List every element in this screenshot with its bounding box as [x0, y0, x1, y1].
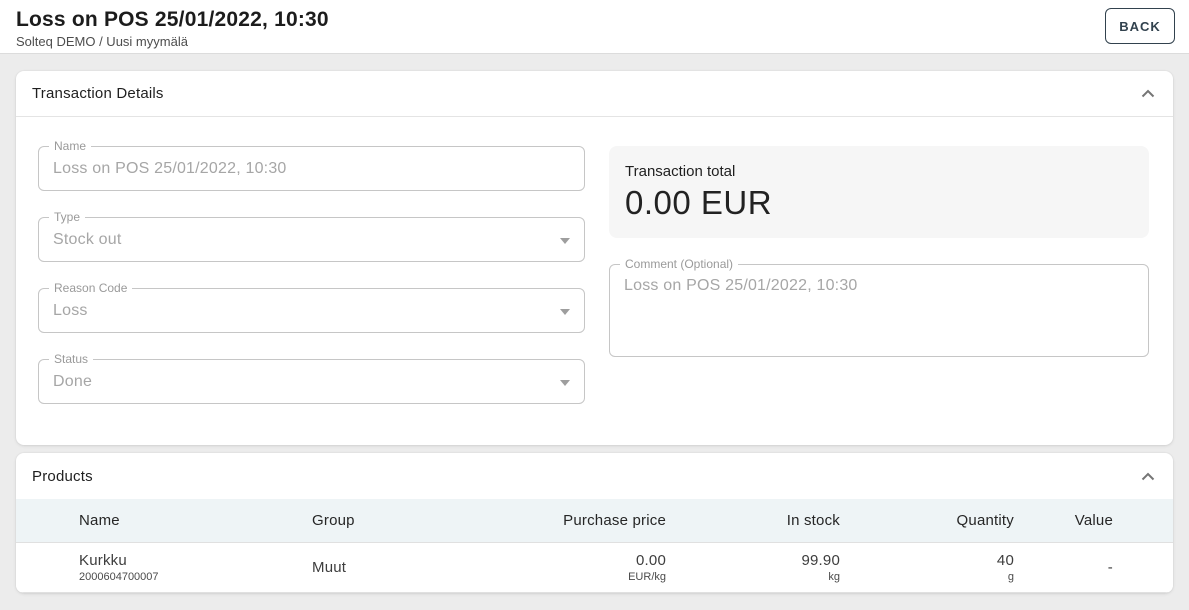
quantity-unit: g	[1007, 571, 1014, 583]
table-row[interactable]: Kurkku 2000604700007 Muut 0.00 EUR/kg 99…	[16, 543, 1173, 593]
product-name-cell: Kurkku 2000604700007	[16, 552, 312, 583]
products-card: Products Name Group Purchase price In st…	[16, 453, 1173, 593]
in-stock-cell: 99.90 kg	[666, 552, 840, 583]
form-fields-column: Name Type Stock out Reason Code Loss Sta…	[38, 139, 585, 404]
chevron-up-icon[interactable]	[1141, 472, 1155, 481]
transaction-total-value: 0.00 EUR	[625, 184, 773, 221]
name-field-label: Name	[49, 139, 92, 153]
product-barcode: 2000604700007	[79, 571, 159, 583]
caret-down-icon	[560, 379, 570, 386]
product-group-cell: Muut	[312, 559, 495, 576]
back-button[interactable]: BACK	[1105, 8, 1175, 44]
transaction-details-header[interactable]: Transaction Details	[16, 71, 1173, 117]
column-header-group: Group	[312, 512, 355, 529]
caret-down-icon	[560, 308, 570, 315]
product-group: Muut	[312, 559, 347, 576]
column-header-purchase-price: Purchase price	[563, 512, 666, 529]
type-select-value: Stock out	[53, 230, 122, 248]
comment-field[interactable]: Comment (Optional) Loss on POS 25/01/202…	[609, 257, 1149, 357]
name-input[interactable]	[53, 159, 570, 178]
quantity-cell: 40 g	[840, 552, 1014, 583]
purchase-price-cell: 0.00 EUR/kg	[495, 552, 666, 583]
comment-textarea[interactable]: Loss on POS 25/01/2022, 10:30	[624, 277, 1134, 344]
status-select-label: Status	[49, 352, 94, 366]
transaction-details-title: Transaction Details	[32, 85, 164, 102]
status-select-value: Done	[53, 372, 93, 390]
page-body: Transaction Details Name Type Stock out …	[0, 54, 1189, 610]
quantity: 40	[996, 552, 1014, 569]
app-header: Loss on POS 25/01/2022, 10:30 Solteq DEM…	[0, 0, 1189, 54]
name-field[interactable]: Name	[38, 139, 585, 191]
transaction-total-box: Transaction total 0.00 EUR	[609, 146, 1149, 238]
column-header-name: Name	[79, 512, 120, 529]
column-header-in-stock: In stock	[786, 512, 840, 529]
page-title: Loss on POS 25/01/2022, 10:30	[16, 8, 329, 31]
in-stock: 99.90	[801, 552, 840, 569]
reason-code-select[interactable]: Reason Code Loss	[38, 281, 585, 333]
value-cell: -	[1014, 559, 1113, 576]
status-select[interactable]: Status Done	[38, 352, 585, 404]
type-select[interactable]: Type Stock out	[38, 210, 585, 262]
column-header-quantity: Quantity	[956, 512, 1014, 529]
reason-code-select-label: Reason Code	[49, 281, 133, 295]
comment-field-label: Comment (Optional)	[620, 257, 739, 271]
products-header[interactable]: Products	[16, 453, 1173, 499]
purchase-price-unit: EUR/kg	[628, 571, 666, 583]
column-header-value: Value	[1074, 512, 1113, 529]
caret-down-icon	[560, 237, 570, 244]
in-stock-unit: kg	[828, 571, 840, 583]
summary-column: Transaction total 0.00 EUR Comment (Opti…	[609, 146, 1149, 404]
transaction-total-label: Transaction total	[625, 163, 736, 180]
product-value: -	[1107, 559, 1113, 576]
chevron-up-icon[interactable]	[1141, 89, 1155, 98]
transaction-details-card: Transaction Details Name Type Stock out …	[16, 71, 1173, 445]
breadcrumb: Solteq DEMO / Uusi myymälä	[16, 34, 188, 49]
type-select-label: Type	[49, 210, 86, 224]
product-name: Kurkku	[79, 552, 127, 569]
products-title: Products	[32, 467, 93, 485]
transaction-details-body: Name Type Stock out Reason Code Loss Sta…	[16, 117, 1173, 445]
purchase-price: 0.00	[636, 552, 666, 569]
products-table-header: Name Group Purchase price In stock Quant…	[16, 499, 1173, 543]
reason-code-select-value: Loss	[53, 301, 88, 319]
